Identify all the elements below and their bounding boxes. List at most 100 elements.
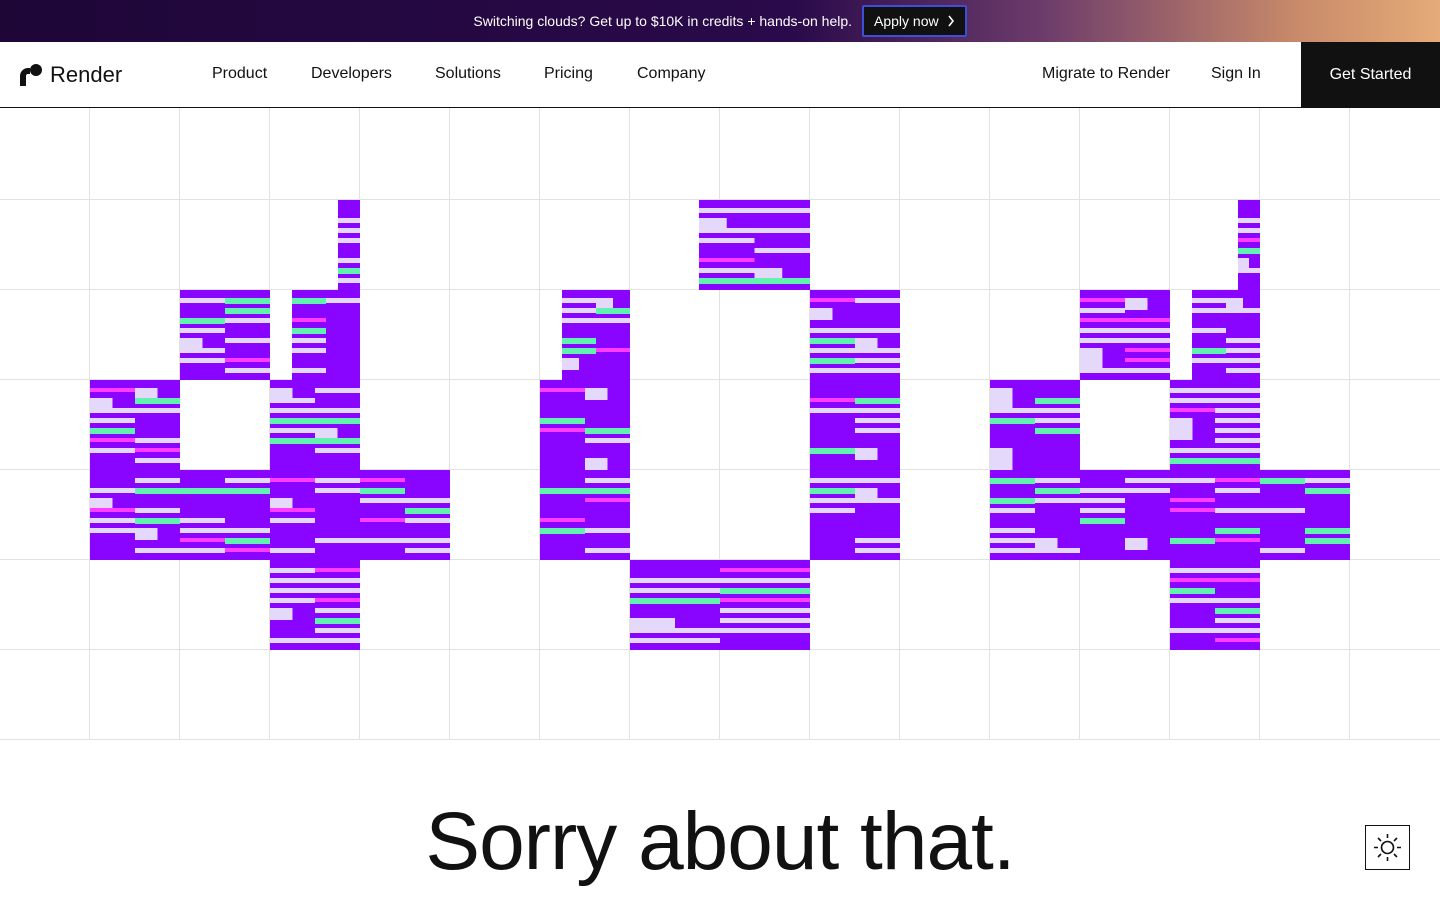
- pixel-stripe: [180, 488, 225, 494]
- pixel-stripe: [1125, 338, 1170, 343]
- nav-link[interactable]: Solutions: [435, 65, 501, 82]
- pixel-stripe: [1215, 628, 1260, 633]
- pixel-stripe: [270, 518, 315, 523]
- pixel-stripe: [338, 278, 360, 283]
- pixel-stripe: [90, 388, 135, 392]
- pixel-stripe: [1080, 308, 1125, 313]
- pixel-stripe: [270, 588, 315, 593]
- sign-in-link[interactable]: Sign In: [1211, 65, 1261, 82]
- pixel-stripe: [180, 298, 225, 303]
- pixel-block: [630, 560, 810, 650]
- pixel-stripe: [540, 418, 585, 424]
- pixel-stripe: [630, 598, 720, 604]
- pixel-block: [292, 290, 360, 380]
- pixel-stripe: [315, 438, 360, 444]
- pixel-stripe: [1238, 228, 1260, 233]
- pixel-stripe: [315, 628, 360, 633]
- pixel-stripe: [540, 388, 585, 392]
- pixel-stripe: [810, 448, 855, 454]
- pixel-stripe: [1215, 538, 1260, 542]
- pixel-stripe: [270, 408, 315, 413]
- pixel-block: [810, 290, 900, 380]
- pixel-stripe: [1080, 488, 1125, 493]
- pixel-stripe: [1238, 268, 1260, 273]
- pixel-stripe: [135, 548, 180, 553]
- 404-illustration: [0, 108, 1440, 740]
- pixel-stripe: [1080, 348, 1103, 360]
- pixel-stripe: [562, 298, 596, 303]
- nav-link[interactable]: Pricing: [544, 65, 593, 82]
- pixel-stripe: [990, 388, 1013, 400]
- pixel-stripe: [540, 518, 585, 522]
- logo-text[interactable]: Render: [50, 62, 123, 87]
- pixel-stripe: [1035, 538, 1058, 550]
- nav-link[interactable]: Company: [637, 65, 706, 82]
- get-started-button[interactable]: Get Started: [1301, 42, 1440, 108]
- apply-now-label[interactable]: Apply now: [874, 13, 939, 29]
- pixel-stripe: [135, 438, 180, 443]
- pixel-stripe: [90, 448, 135, 453]
- pixel-stripe: [1170, 398, 1215, 403]
- pixel-stripe: [315, 488, 360, 493]
- pixel-stripe: [270, 418, 315, 424]
- pixel-stripe: [630, 628, 720, 633]
- chevron-icon: [947, 15, 954, 27]
- logo[interactable]: Render: [20, 62, 122, 88]
- pixel-stripe: [1125, 348, 1170, 352]
- pixel-stripe: [630, 638, 720, 643]
- pixel-stripe: [270, 398, 315, 403]
- get-started-label[interactable]: Get Started: [1329, 66, 1412, 83]
- pixel-stripe: [338, 218, 360, 223]
- pixel-stripe: [855, 348, 900, 353]
- pixel-stripe: [1170, 598, 1215, 603]
- pixel-stripe: [699, 268, 755, 273]
- pixel-stripe: [1215, 438, 1260, 443]
- pixel-stripe: [270, 508, 315, 512]
- pixel-stripe: [810, 348, 855, 353]
- pixel-stripe: [990, 448, 1013, 460]
- pixel-stripe: [585, 438, 630, 443]
- pixel-stripe: [990, 538, 1035, 543]
- pixel-stripe: [1035, 428, 1080, 434]
- pixel-stripe: [1238, 238, 1260, 242]
- pixel-stripe: [225, 548, 270, 552]
- pixel-stripe: [315, 418, 360, 424]
- pixel-stripe: [1125, 488, 1170, 493]
- pixel-stripe: [90, 518, 135, 523]
- pixel-stripe: [315, 568, 360, 572]
- nav-link[interactable]: Product: [212, 65, 268, 82]
- pixel-stripe: [135, 478, 180, 483]
- pixel-stripe: [1226, 358, 1260, 363]
- pixel-stripe: [810, 498, 855, 503]
- pixel-stripe: [338, 228, 360, 233]
- pixel-stripe: [338, 238, 360, 243]
- pixel-stripe: [405, 498, 450, 503]
- pixel-block: [810, 470, 900, 560]
- theme-toggle[interactable]: [1365, 825, 1410, 870]
- pixel-stripe: [292, 318, 326, 322]
- pixel-stripe: [855, 298, 900, 303]
- pixel-stripe: [1170, 458, 1215, 464]
- pixel-stripe: [1170, 568, 1215, 573]
- pixel-stripe: [225, 368, 270, 373]
- pixel-block: [270, 560, 360, 650]
- pixel-stripe: [1080, 368, 1125, 373]
- pixel-stripe: [1035, 548, 1080, 553]
- pixel-block: [360, 470, 450, 560]
- pixel-stripe: [855, 338, 878, 350]
- pixel-stripe: [1215, 458, 1260, 464]
- pixel-stripe: [180, 358, 225, 363]
- pixel-stripe: [855, 448, 878, 460]
- pixel-stripe: [135, 488, 180, 494]
- pixel-stripe: [180, 348, 225, 353]
- migrate-link[interactable]: Migrate to Render: [1042, 65, 1171, 82]
- pixel-stripe: [1080, 338, 1125, 343]
- pixel-stripe: [1170, 428, 1193, 440]
- nav-link[interactable]: Developers: [311, 65, 392, 82]
- pixel-stripe: [855, 358, 900, 363]
- apply-now-button[interactable]: Apply now: [862, 5, 967, 37]
- pixel-stripe: [855, 428, 900, 433]
- pixel-stripe: [855, 328, 900, 333]
- pixel-stripe: [1226, 298, 1243, 310]
- pixel-stripe: [270, 478, 315, 482]
